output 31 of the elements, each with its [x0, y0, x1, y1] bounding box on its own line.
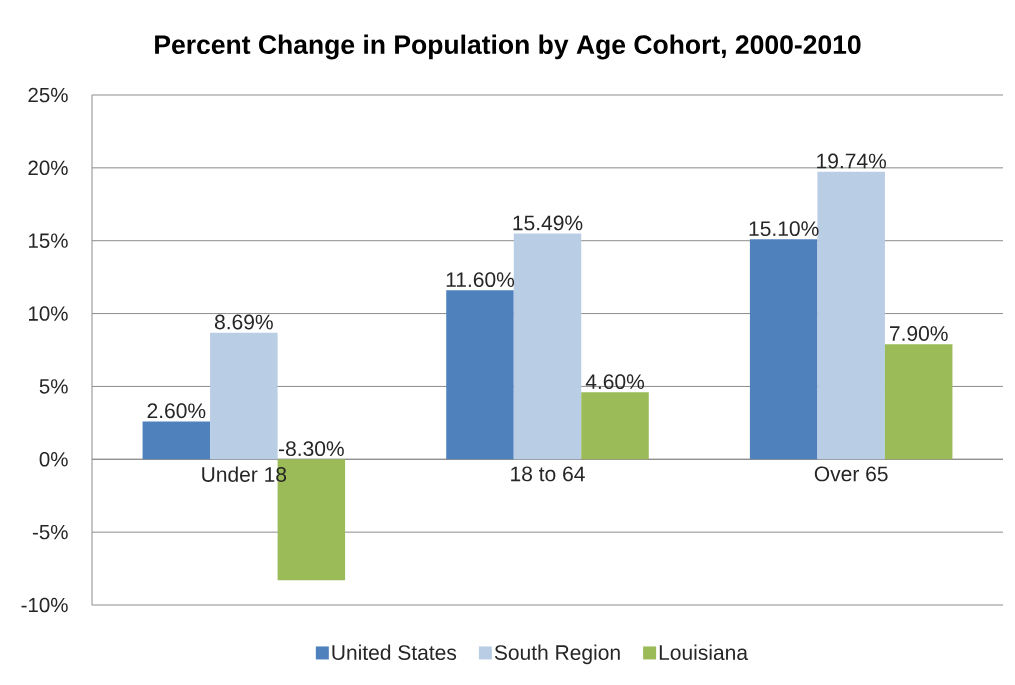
legend-label: South Region [494, 644, 620, 665]
bar [142, 421, 211, 460]
y-tick-label: 25% [28, 87, 68, 103]
bar [446, 290, 514, 460]
x-tick-label: 18 to 64 [511, 466, 585, 482]
data-label: 2.60% [147, 403, 206, 419]
y-tick-label: -10% [21, 597, 68, 613]
bar [513, 233, 582, 460]
bar [749, 239, 818, 460]
y-tick-label: -5% [32, 524, 68, 540]
y-tick-label: 10% [29, 306, 68, 321]
x-tick-label: Over 65 [814, 466, 888, 482]
data-label: 19.74% [817, 153, 887, 169]
legend-label: United States [332, 644, 457, 660]
legend-label: Louisiana [659, 644, 748, 660]
data-label: -8.30% [279, 441, 344, 457]
y-tick-label: 5% [39, 379, 68, 394]
data-label: 4.60% [585, 374, 645, 390]
bar [884, 344, 953, 460]
data-label: 8.69% [214, 314, 273, 330]
bar [581, 392, 649, 460]
y-tick-label: 15% [29, 233, 68, 248]
data-label: 7.90% [890, 326, 948, 341]
y-tick-label: 0% [39, 452, 68, 467]
bar [817, 171, 885, 460]
y-tick-label: 20% [28, 160, 68, 176]
data-label: 15.49% [513, 215, 583, 231]
bar [210, 332, 278, 460]
data-label: 15.10% [749, 221, 819, 237]
chart-title: Percent Change in Population by Age Cohort, 2000-2010 [155, 34, 861, 60]
data-label: 11.60% [446, 272, 515, 288]
